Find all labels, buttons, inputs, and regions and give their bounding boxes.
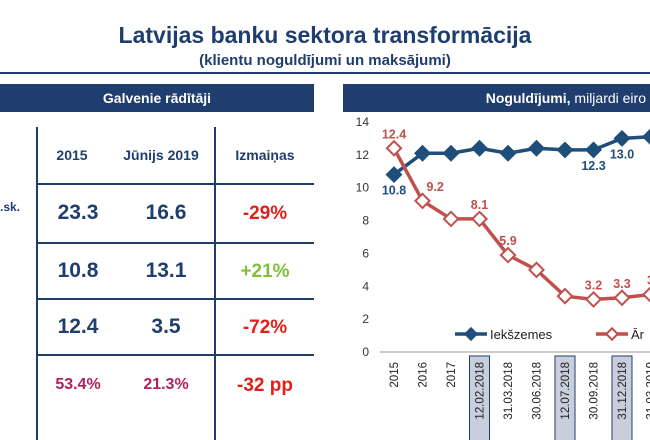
row-label-fragment: .sk. <box>0 200 21 214</box>
table-vline-1 <box>36 127 38 440</box>
table-row-rule-3 <box>38 354 314 356</box>
x-tick-label: 31.03.2019 <box>646 362 650 420</box>
table-cell-r4-2019: 21.3% <box>143 376 189 393</box>
y-tick-label: 14 <box>356 115 370 129</box>
data-point <box>613 289 631 307</box>
x-tick-label: 2017 <box>446 362 458 388</box>
y-tick-label: 4 <box>362 279 369 293</box>
data-point <box>414 144 431 162</box>
data-label: 9.2 <box>427 180 444 194</box>
data-point <box>471 139 488 157</box>
x-tick-label: 12.02.2018 <box>475 362 487 420</box>
data-point <box>528 139 545 157</box>
table-cell-r3-2019: 3.5 <box>151 315 181 338</box>
legend-label: Iekšzemes <box>490 327 553 342</box>
x-tick-label: 30.09.2018 <box>589 362 601 420</box>
x-tick-label: 30.06.2018 <box>532 362 544 420</box>
data-point <box>414 192 431 210</box>
legend-marker <box>604 326 620 342</box>
series-line-1 <box>392 147 650 302</box>
x-tick-label: 31.03.2018 <box>503 362 515 420</box>
x-tick-highlight <box>611 355 633 440</box>
data-point <box>556 141 574 159</box>
table-row-rule-1 <box>38 242 314 244</box>
y-tick-label: 12 <box>356 148 370 162</box>
data-point <box>613 129 631 147</box>
data-point <box>585 141 602 159</box>
deposits-header: Noguldījumi, miljardi eiro <box>343 84 650 112</box>
legend-marker <box>463 326 479 342</box>
y-tick-label: 10 <box>356 181 370 195</box>
col-header-2015: 2015 <box>56 147 88 163</box>
table-cell-r3-2015: 12.4 <box>57 315 99 338</box>
data-label: 8.1 <box>471 198 488 212</box>
table-cell-r3-change: -72% <box>242 317 288 338</box>
data-label: 3.2 <box>585 278 602 292</box>
page-title: Latvijas banku sektora transformācija <box>118 22 532 48</box>
x-tick-label: 31.12.2018 <box>617 362 629 420</box>
data-point <box>442 144 460 162</box>
x-tick-highlight <box>554 355 576 440</box>
data-point <box>642 286 650 303</box>
data-point <box>499 246 517 264</box>
x-tick-highlight <box>469 355 490 440</box>
table-cell-r4-2015: 53.4% <box>55 376 101 393</box>
x-tick-label: 12.07.2018 <box>560 362 572 420</box>
title-divider <box>0 72 650 74</box>
table-cell-r2-change: +21% <box>240 261 290 282</box>
data-label: 12.4 <box>382 127 406 141</box>
y-tick-label: 8 <box>362 214 369 228</box>
data-point <box>385 166 403 184</box>
key-indicators-header: Galvenie rādītāji <box>0 84 314 112</box>
deposits-header-bold: Noguldījumi, <box>485 90 571 106</box>
table-cell-r1-change: -29% <box>242 203 288 224</box>
table-vline-2 <box>214 127 216 440</box>
y-tick-label: 0 <box>362 345 369 359</box>
y-tick-label: 6 <box>362 246 369 260</box>
data-label: 3 <box>647 274 650 288</box>
legend-label: Ār <box>631 327 645 342</box>
table-cell-r2-2019: 13.1 <box>145 259 187 282</box>
x-tick-label: 2016 <box>418 362 430 388</box>
data-point <box>442 210 460 228</box>
col-header-jun-2019: Jūnijs 2019 <box>123 147 199 163</box>
y-tick-label: 2 <box>362 312 369 326</box>
table-row-rule-2 <box>38 298 314 300</box>
deposits-header-unit: miljardi eiro <box>570 90 646 106</box>
table-cell-r4-change: -32 pp <box>237 375 293 396</box>
data-label: 5.9 <box>499 234 516 248</box>
page-subtitle: (klientu noguldījumi un maksājumi) <box>199 52 451 69</box>
data-point <box>556 287 574 305</box>
col-header-change: Izmaiņas <box>235 147 295 163</box>
data-point <box>471 210 488 228</box>
data-point <box>385 139 403 157</box>
table-cell-r1-2015: 23.3 <box>57 201 99 224</box>
series-line-0 <box>392 135 650 176</box>
data-point <box>528 261 545 279</box>
table-header-rule <box>38 183 314 185</box>
data-point <box>642 128 650 146</box>
table-cell-r2-2015: 10.8 <box>57 259 99 282</box>
data-point <box>499 144 517 162</box>
data-point <box>585 290 602 308</box>
data-label: 12.3 <box>581 159 605 173</box>
x-tick-label: 2015 <box>389 362 401 388</box>
data-label: 13.0 <box>610 147 634 161</box>
data-label: 10.8 <box>382 184 406 198</box>
data-label: 3.3 <box>613 277 630 291</box>
table-cell-r1-2019: 16.6 <box>145 201 187 224</box>
